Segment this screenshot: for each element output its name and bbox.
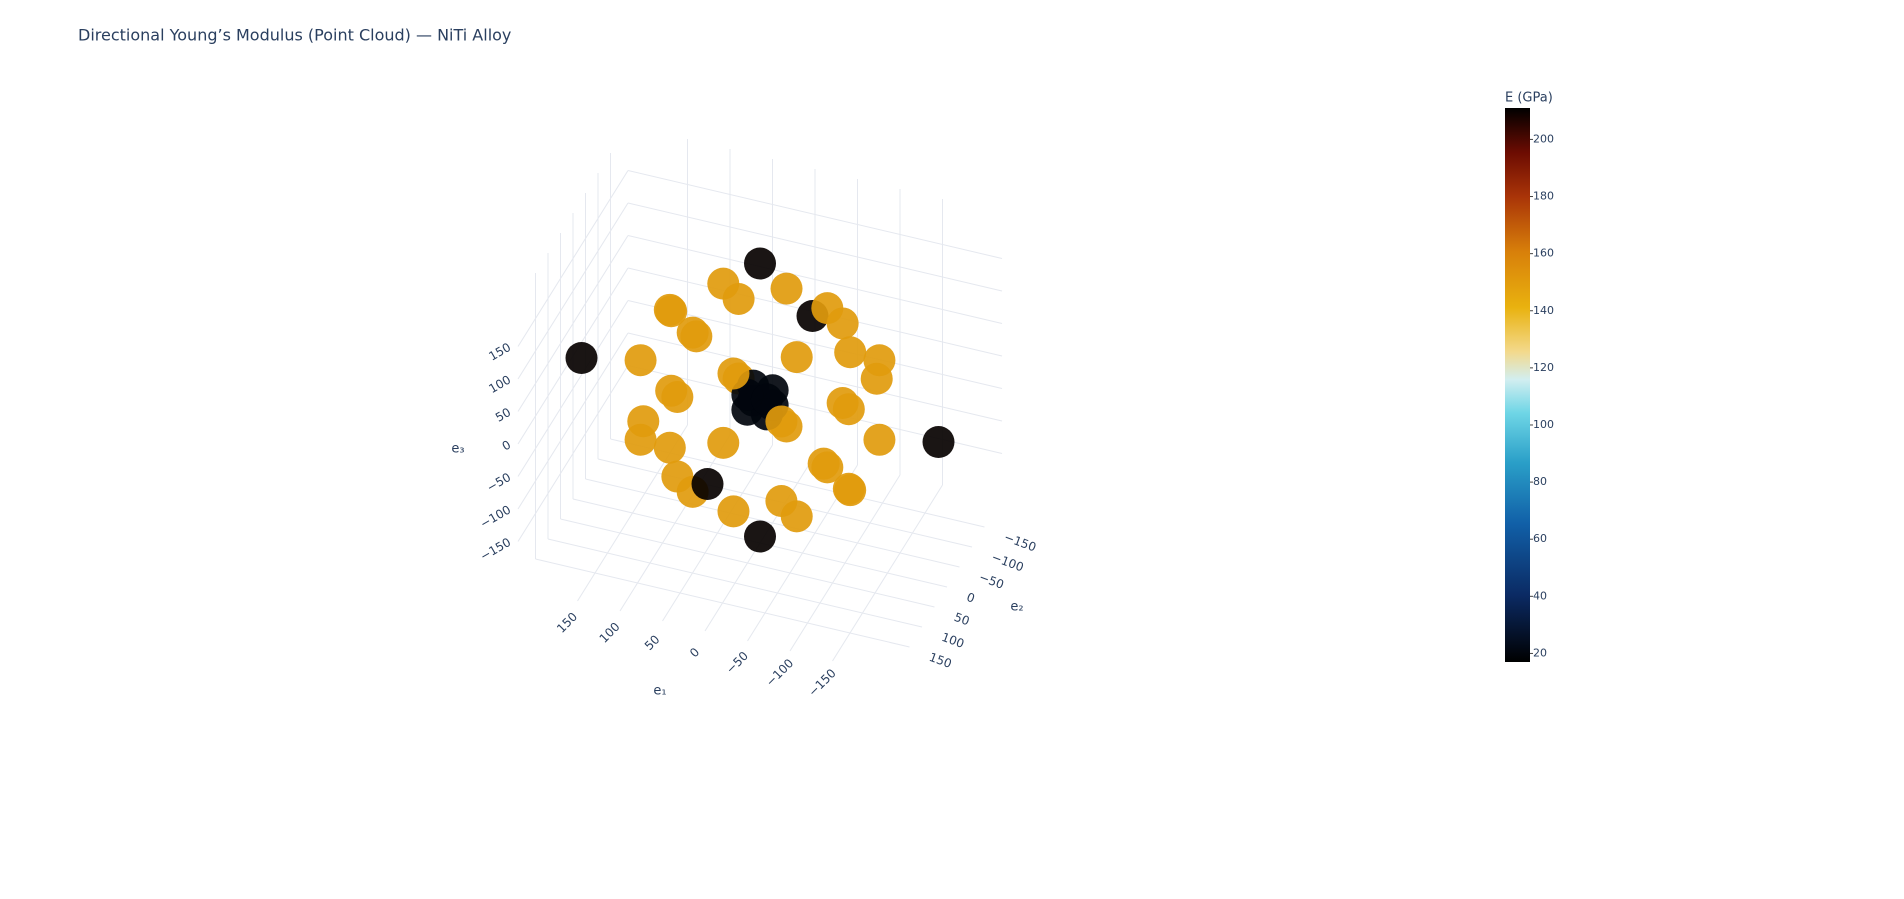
point bbox=[834, 336, 867, 369]
colorbar bbox=[1505, 108, 1530, 662]
point bbox=[565, 342, 598, 374]
grid-line bbox=[517, 170, 629, 347]
point bbox=[653, 293, 686, 326]
point bbox=[744, 520, 776, 553]
z-tick-label: −100 bbox=[478, 503, 514, 532]
point bbox=[653, 431, 686, 464]
grid-line bbox=[627, 170, 1003, 259]
y-tick-label: 150 bbox=[927, 650, 953, 671]
colorbar-tick-label: 20 bbox=[1533, 646, 1547, 659]
point bbox=[832, 393, 865, 426]
colorbar-tick-label: 60 bbox=[1533, 532, 1547, 545]
y-tick-label: 50 bbox=[952, 610, 971, 628]
colorbar-tick-label: 140 bbox=[1533, 304, 1554, 317]
x-tick-label: 0 bbox=[687, 645, 702, 660]
point bbox=[661, 380, 694, 413]
y-tick-label: 100 bbox=[940, 630, 966, 651]
grid-line bbox=[547, 538, 923, 628]
point bbox=[863, 344, 896, 377]
colorbar-title: E (GPa) bbox=[1505, 91, 1553, 106]
point bbox=[922, 426, 955, 458]
point bbox=[691, 468, 724, 500]
point bbox=[707, 426, 740, 459]
colorbar-tick-label: 80 bbox=[1533, 475, 1547, 488]
point bbox=[707, 267, 740, 300]
chart-title: Directional Young’s Modulus (Point Cloud… bbox=[78, 26, 511, 45]
point bbox=[780, 341, 813, 374]
point bbox=[661, 460, 694, 493]
x-tick-label: 150 bbox=[554, 610, 580, 636]
point bbox=[676, 316, 709, 349]
grid-line bbox=[627, 202, 1003, 292]
y-axis-title: e₂ bbox=[1010, 600, 1023, 615]
point bbox=[744, 247, 776, 280]
grid-line bbox=[535, 558, 910, 648]
z-tick-label: 50 bbox=[493, 405, 513, 425]
z-tick-label: 0 bbox=[500, 438, 514, 454]
grid-line bbox=[585, 478, 960, 568]
colorbar-tick-label: 160 bbox=[1533, 247, 1554, 260]
colorbar-tick-label: 200 bbox=[1533, 132, 1554, 145]
point bbox=[624, 344, 657, 377]
y-tick-label: −150 bbox=[1002, 530, 1038, 554]
x-tick-label: −100 bbox=[763, 656, 796, 689]
z-tick-label: 100 bbox=[486, 373, 513, 397]
x-tick-label: 50 bbox=[642, 632, 663, 653]
point bbox=[627, 405, 660, 438]
point bbox=[765, 405, 798, 438]
y-tick-label: −100 bbox=[990, 550, 1026, 574]
x-axis-title: e₁ bbox=[653, 684, 666, 699]
grid-line bbox=[517, 300, 629, 477]
point-cloud bbox=[565, 247, 955, 553]
point bbox=[863, 423, 896, 456]
y-tick-label: 0 bbox=[965, 590, 977, 606]
point bbox=[717, 495, 750, 528]
x-tick-label: −50 bbox=[723, 649, 751, 677]
z-tick-label: −50 bbox=[484, 470, 513, 495]
x-tick-label: −150 bbox=[806, 666, 839, 699]
point bbox=[765, 485, 798, 518]
grid-line bbox=[560, 518, 935, 608]
colorbar-tick-label: 120 bbox=[1533, 361, 1554, 374]
point bbox=[832, 472, 865, 505]
z-tick-label: −150 bbox=[478, 535, 514, 564]
colorbar-tick-label: 40 bbox=[1533, 589, 1547, 602]
grid-line bbox=[627, 300, 1003, 389]
grid-line bbox=[517, 235, 629, 412]
z-tick-label: 150 bbox=[486, 340, 513, 364]
grid-line bbox=[517, 202, 629, 380]
grid-line bbox=[517, 365, 629, 542]
y-tick-label: −50 bbox=[977, 570, 1006, 592]
colorbar-tick-label: 100 bbox=[1533, 418, 1554, 431]
x-tick-label: 100 bbox=[597, 620, 623, 646]
point bbox=[717, 357, 750, 390]
grid-line bbox=[517, 332, 629, 510]
point bbox=[811, 292, 844, 325]
grid-line bbox=[627, 235, 1003, 324]
point bbox=[807, 447, 840, 480]
z-axis-title: e₃ bbox=[451, 442, 464, 457]
point bbox=[770, 272, 803, 305]
colorbar-tick-label: 180 bbox=[1533, 190, 1554, 203]
